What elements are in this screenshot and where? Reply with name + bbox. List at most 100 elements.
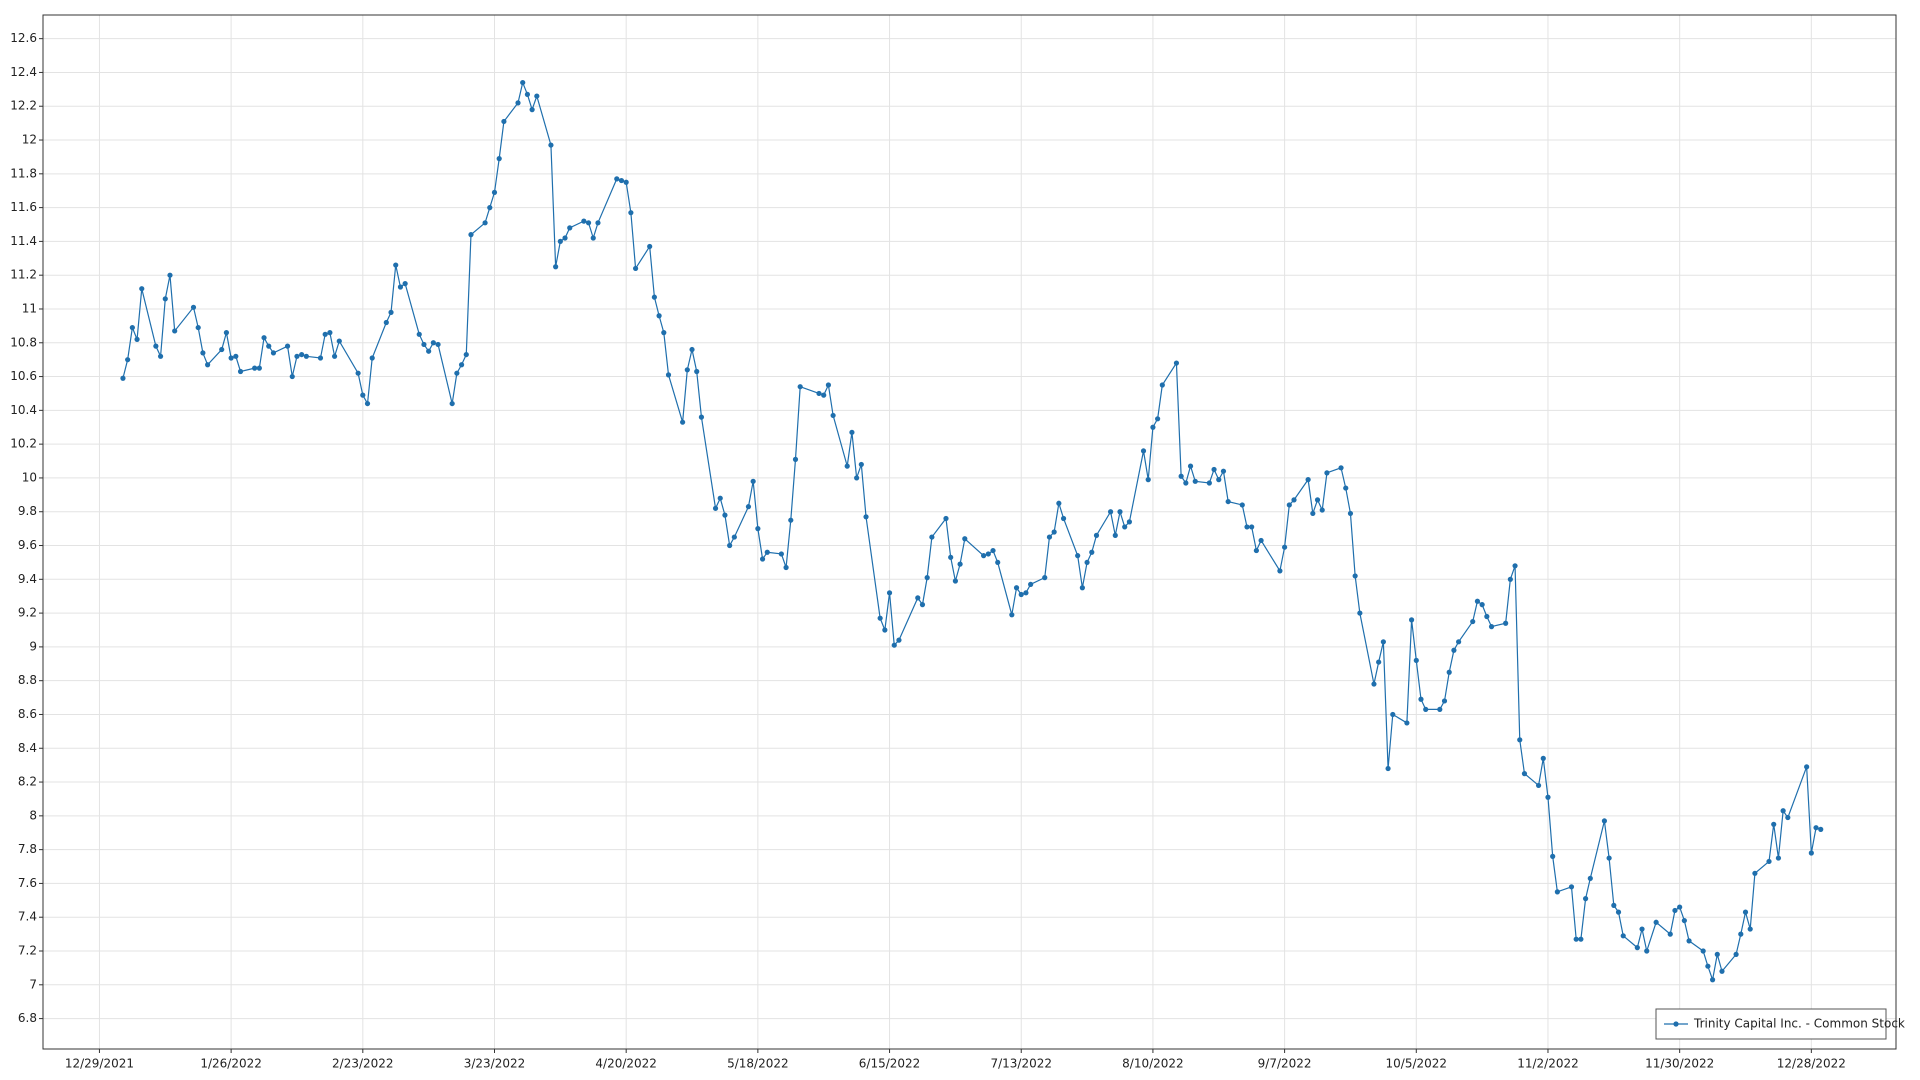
data-point xyxy=(1206,480,1212,486)
data-point xyxy=(689,346,695,353)
data-point xyxy=(656,313,662,319)
data-point xyxy=(990,547,996,554)
data-point xyxy=(256,365,262,371)
data-point xyxy=(303,353,309,359)
y-tick-label: 8.4 xyxy=(18,741,37,755)
data-point xyxy=(1277,568,1283,574)
y-tick-label: 7.2 xyxy=(18,944,37,958)
data-point xyxy=(1225,498,1231,505)
data-point xyxy=(919,602,926,608)
data-point xyxy=(1771,821,1777,827)
data-point xyxy=(1451,647,1457,653)
data-point xyxy=(764,549,770,555)
data-point xyxy=(759,556,766,562)
y-tick-label: 10 xyxy=(22,470,37,484)
data-point xyxy=(981,553,987,559)
y-tick-label: 9.4 xyxy=(18,572,37,586)
data-point xyxy=(788,517,794,523)
data-point xyxy=(684,367,690,373)
data-point xyxy=(327,330,333,336)
data-point xyxy=(1568,884,1575,890)
y-tick-label: 9.8 xyxy=(18,504,37,518)
x-tick-label: 2/23/2022 xyxy=(332,1057,394,1071)
data-point xyxy=(1140,448,1147,454)
data-point xyxy=(712,505,719,511)
data-point xyxy=(331,353,338,359)
y-tick-label: 10.6 xyxy=(10,369,37,383)
data-point xyxy=(515,100,521,106)
data-point xyxy=(1441,698,1448,704)
data-point xyxy=(548,142,554,148)
data-point xyxy=(1681,917,1687,924)
data-point xyxy=(623,179,629,185)
data-point xyxy=(1117,509,1123,515)
data-point xyxy=(1677,904,1683,910)
y-tick-label: 7 xyxy=(29,977,37,991)
data-point xyxy=(449,400,455,407)
data-point xyxy=(1484,613,1490,620)
data-point xyxy=(435,341,441,348)
data-point xyxy=(1601,818,1608,824)
data-point xyxy=(129,324,135,331)
data-point xyxy=(1046,534,1053,540)
data-point xyxy=(162,296,168,302)
plot-border xyxy=(42,14,1897,1050)
data-point xyxy=(219,346,225,353)
data-point xyxy=(553,264,559,270)
data-point xyxy=(1540,755,1546,761)
data-point xyxy=(1408,617,1415,623)
data-point xyxy=(1582,896,1589,902)
data-point xyxy=(261,335,267,341)
data-point xyxy=(1653,919,1659,925)
data-point xyxy=(1249,524,1255,530)
data-point xyxy=(266,343,272,349)
data-point xyxy=(948,554,954,560)
data-point xyxy=(1173,360,1180,366)
data-point xyxy=(1376,659,1382,665)
data-point xyxy=(172,328,178,334)
legend: Trinity Capital Inc. - Common Stock xyxy=(1655,1008,1905,1040)
data-point xyxy=(1780,808,1786,814)
legend-marker xyxy=(1673,1021,1679,1027)
data-point xyxy=(1314,497,1321,503)
data-point xyxy=(590,235,596,241)
data-point xyxy=(1126,519,1133,525)
y-tick-label: 10.8 xyxy=(10,335,37,349)
data-point xyxy=(1159,382,1165,388)
data-point xyxy=(858,461,864,468)
x-tick-label: 3/23/2022 xyxy=(464,1057,526,1071)
data-point xyxy=(618,177,625,184)
data-point xyxy=(882,627,888,633)
data-point xyxy=(364,400,371,407)
data-point xyxy=(863,514,869,520)
data-point xyxy=(1423,706,1429,713)
data-point xyxy=(1028,581,1034,587)
data-point xyxy=(1239,502,1245,508)
data-point xyxy=(355,370,361,376)
data-point xyxy=(270,350,277,356)
data-point xyxy=(694,368,700,375)
data-point xyxy=(1587,875,1593,881)
data-point xyxy=(830,412,836,419)
data-point xyxy=(816,390,822,397)
data-point xyxy=(1813,825,1819,831)
data-point xyxy=(487,205,493,211)
data-point xyxy=(1357,610,1363,616)
y-tick-label: 11 xyxy=(22,301,37,315)
data-point xyxy=(1084,559,1090,566)
data-point xyxy=(1418,696,1424,702)
data-point xyxy=(877,615,883,621)
data-point xyxy=(1512,563,1518,569)
data-point xyxy=(1808,850,1814,856)
data-point xyxy=(1093,532,1100,538)
data-point xyxy=(1042,575,1048,581)
data-point xyxy=(463,351,469,358)
data-point xyxy=(1554,889,1560,895)
data-point xyxy=(1286,502,1292,508)
y-tick-label: 9.6 xyxy=(18,538,37,552)
data-point xyxy=(1521,771,1528,777)
y-tick-label: 12.6 xyxy=(10,31,37,45)
y-tick-label: 11.6 xyxy=(10,200,37,214)
data-point xyxy=(1503,620,1509,626)
data-point xyxy=(1507,576,1513,582)
